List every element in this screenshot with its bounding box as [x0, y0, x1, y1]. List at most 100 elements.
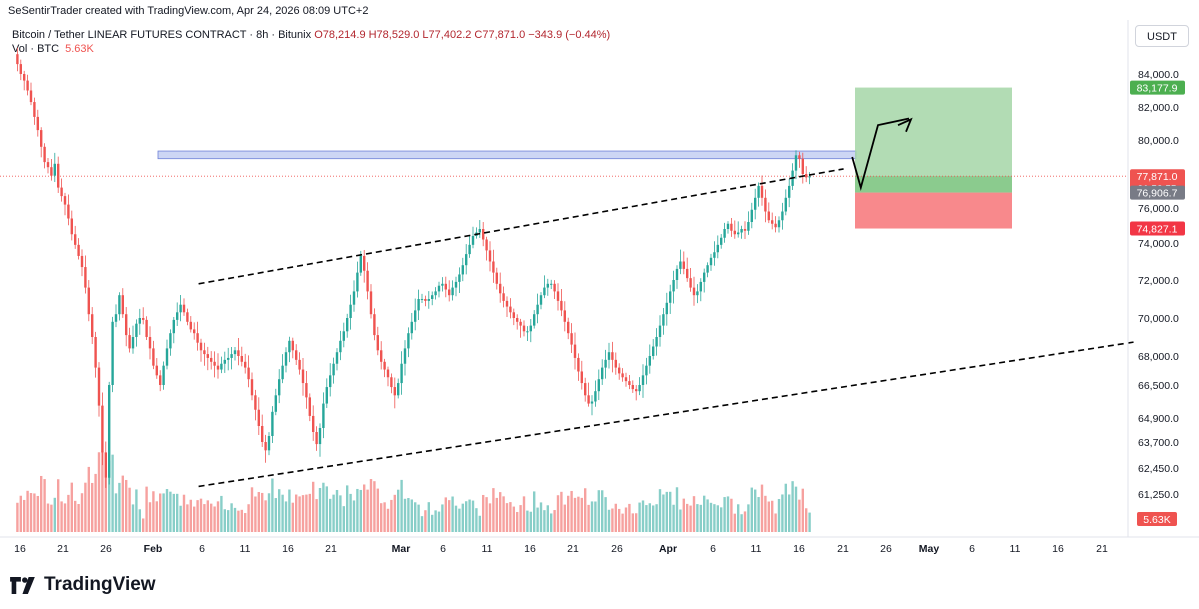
price-axis-label: 62,450.0	[1138, 463, 1179, 475]
time-axis-label: 6	[969, 543, 975, 555]
candle	[536, 304, 539, 315]
candle	[733, 230, 736, 235]
volume-bar	[754, 489, 757, 532]
volume-bar	[760, 484, 764, 532]
volume-bar	[210, 503, 213, 532]
candle	[502, 293, 505, 301]
volume-bar	[40, 475, 43, 532]
volume-bar	[750, 487, 753, 532]
candle	[121, 295, 124, 315]
volume-bar	[774, 513, 777, 532]
volume-bar	[801, 488, 804, 532]
candle	[431, 295, 434, 299]
volume-bar	[213, 506, 216, 532]
volume-value: 5.63K	[65, 43, 94, 55]
price-axis-label: 82,000.0	[1138, 102, 1179, 114]
volume-bar	[291, 502, 294, 532]
candle	[281, 365, 284, 380]
candle	[220, 363, 223, 370]
volume-bar	[128, 487, 131, 532]
volume-bar	[400, 479, 403, 532]
candle	[118, 295, 121, 315]
candle	[165, 348, 169, 366]
volume-bar	[584, 488, 587, 532]
candle	[465, 254, 468, 266]
candle	[570, 333, 573, 345]
volume-bar	[454, 505, 458, 532]
volume-bar	[410, 499, 413, 532]
candle	[199, 342, 203, 351]
resistance-zone	[157, 150, 857, 160]
candle	[655, 337, 658, 347]
volume-bar	[468, 499, 471, 532]
price-axis-label: 68,000.0	[1138, 351, 1179, 363]
volume-bar	[482, 494, 485, 532]
candle	[696, 291, 699, 296]
volume-bar	[203, 504, 206, 532]
candle	[658, 325, 662, 337]
candle	[267, 436, 271, 451]
volume-bar	[179, 505, 182, 532]
volume-bar	[159, 493, 162, 532]
footer-brand: TradingView	[44, 574, 156, 595]
candle	[77, 244, 80, 256]
time-axis-label: 21	[325, 543, 337, 555]
candle	[138, 318, 141, 324]
price-tag	[1130, 80, 1185, 95]
time-axis-label: 26	[880, 543, 892, 555]
candle	[203, 350, 206, 355]
candle	[40, 130, 43, 147]
symbol-title[interactable]: Bitcoin / Tether LINEAR FUTURES CONTRACT…	[12, 29, 312, 41]
candle	[53, 163, 56, 176]
volume-legend[interactable]: Vol · BTC 5.63K	[12, 43, 94, 55]
candle	[594, 391, 597, 402]
volume-bar	[624, 507, 628, 532]
volume-bar	[216, 501, 220, 532]
currency-button[interactable]: USDT	[1135, 25, 1189, 47]
symbol-legend[interactable]: Bitcoin / Tether LINEAR FUTURES CONTRACT…	[12, 29, 610, 41]
volume-bar	[295, 494, 298, 532]
candle	[764, 197, 767, 212]
tradingview-logo-icon	[10, 576, 35, 594]
volume-bar	[227, 510, 230, 532]
volume-bar	[675, 487, 679, 532]
volume-bar	[604, 497, 607, 532]
candle	[352, 291, 356, 305]
volume-bar	[560, 491, 563, 532]
candle	[196, 333, 199, 343]
candle	[325, 387, 328, 404]
volume-bar	[142, 518, 145, 532]
volume-bar	[254, 496, 257, 532]
volume-bar	[509, 502, 512, 532]
volume-bar	[652, 505, 655, 532]
time-axis-label: Mar	[392, 543, 411, 555]
candle	[50, 167, 53, 176]
volume-bar	[199, 498, 203, 532]
volume-bar	[16, 502, 19, 532]
candle	[291, 340, 294, 351]
volume-bar	[169, 491, 172, 532]
volume-bar	[767, 501, 770, 532]
volume-bar	[359, 489, 362, 532]
volume-bar	[475, 508, 478, 532]
candle	[400, 363, 403, 384]
volume-bar	[108, 460, 111, 532]
candle	[288, 340, 291, 353]
tradingview-footer-logo[interactable]: TradingView	[10, 574, 156, 596]
volume-bar	[431, 514, 434, 532]
candle	[441, 283, 444, 286]
candle	[754, 197, 757, 210]
candle	[597, 379, 600, 392]
volume-bar	[526, 510, 529, 532]
candle	[638, 385, 641, 392]
candle	[145, 319, 148, 337]
projection-arrowhead	[897, 117, 913, 133]
candle	[84, 267, 87, 288]
candle	[230, 354, 233, 358]
volume-bar	[580, 497, 583, 532]
candle	[451, 287, 454, 296]
price-axis-label: 74,000.0	[1138, 238, 1179, 250]
volume-bar	[730, 498, 733, 532]
volume-bar	[352, 500, 356, 532]
